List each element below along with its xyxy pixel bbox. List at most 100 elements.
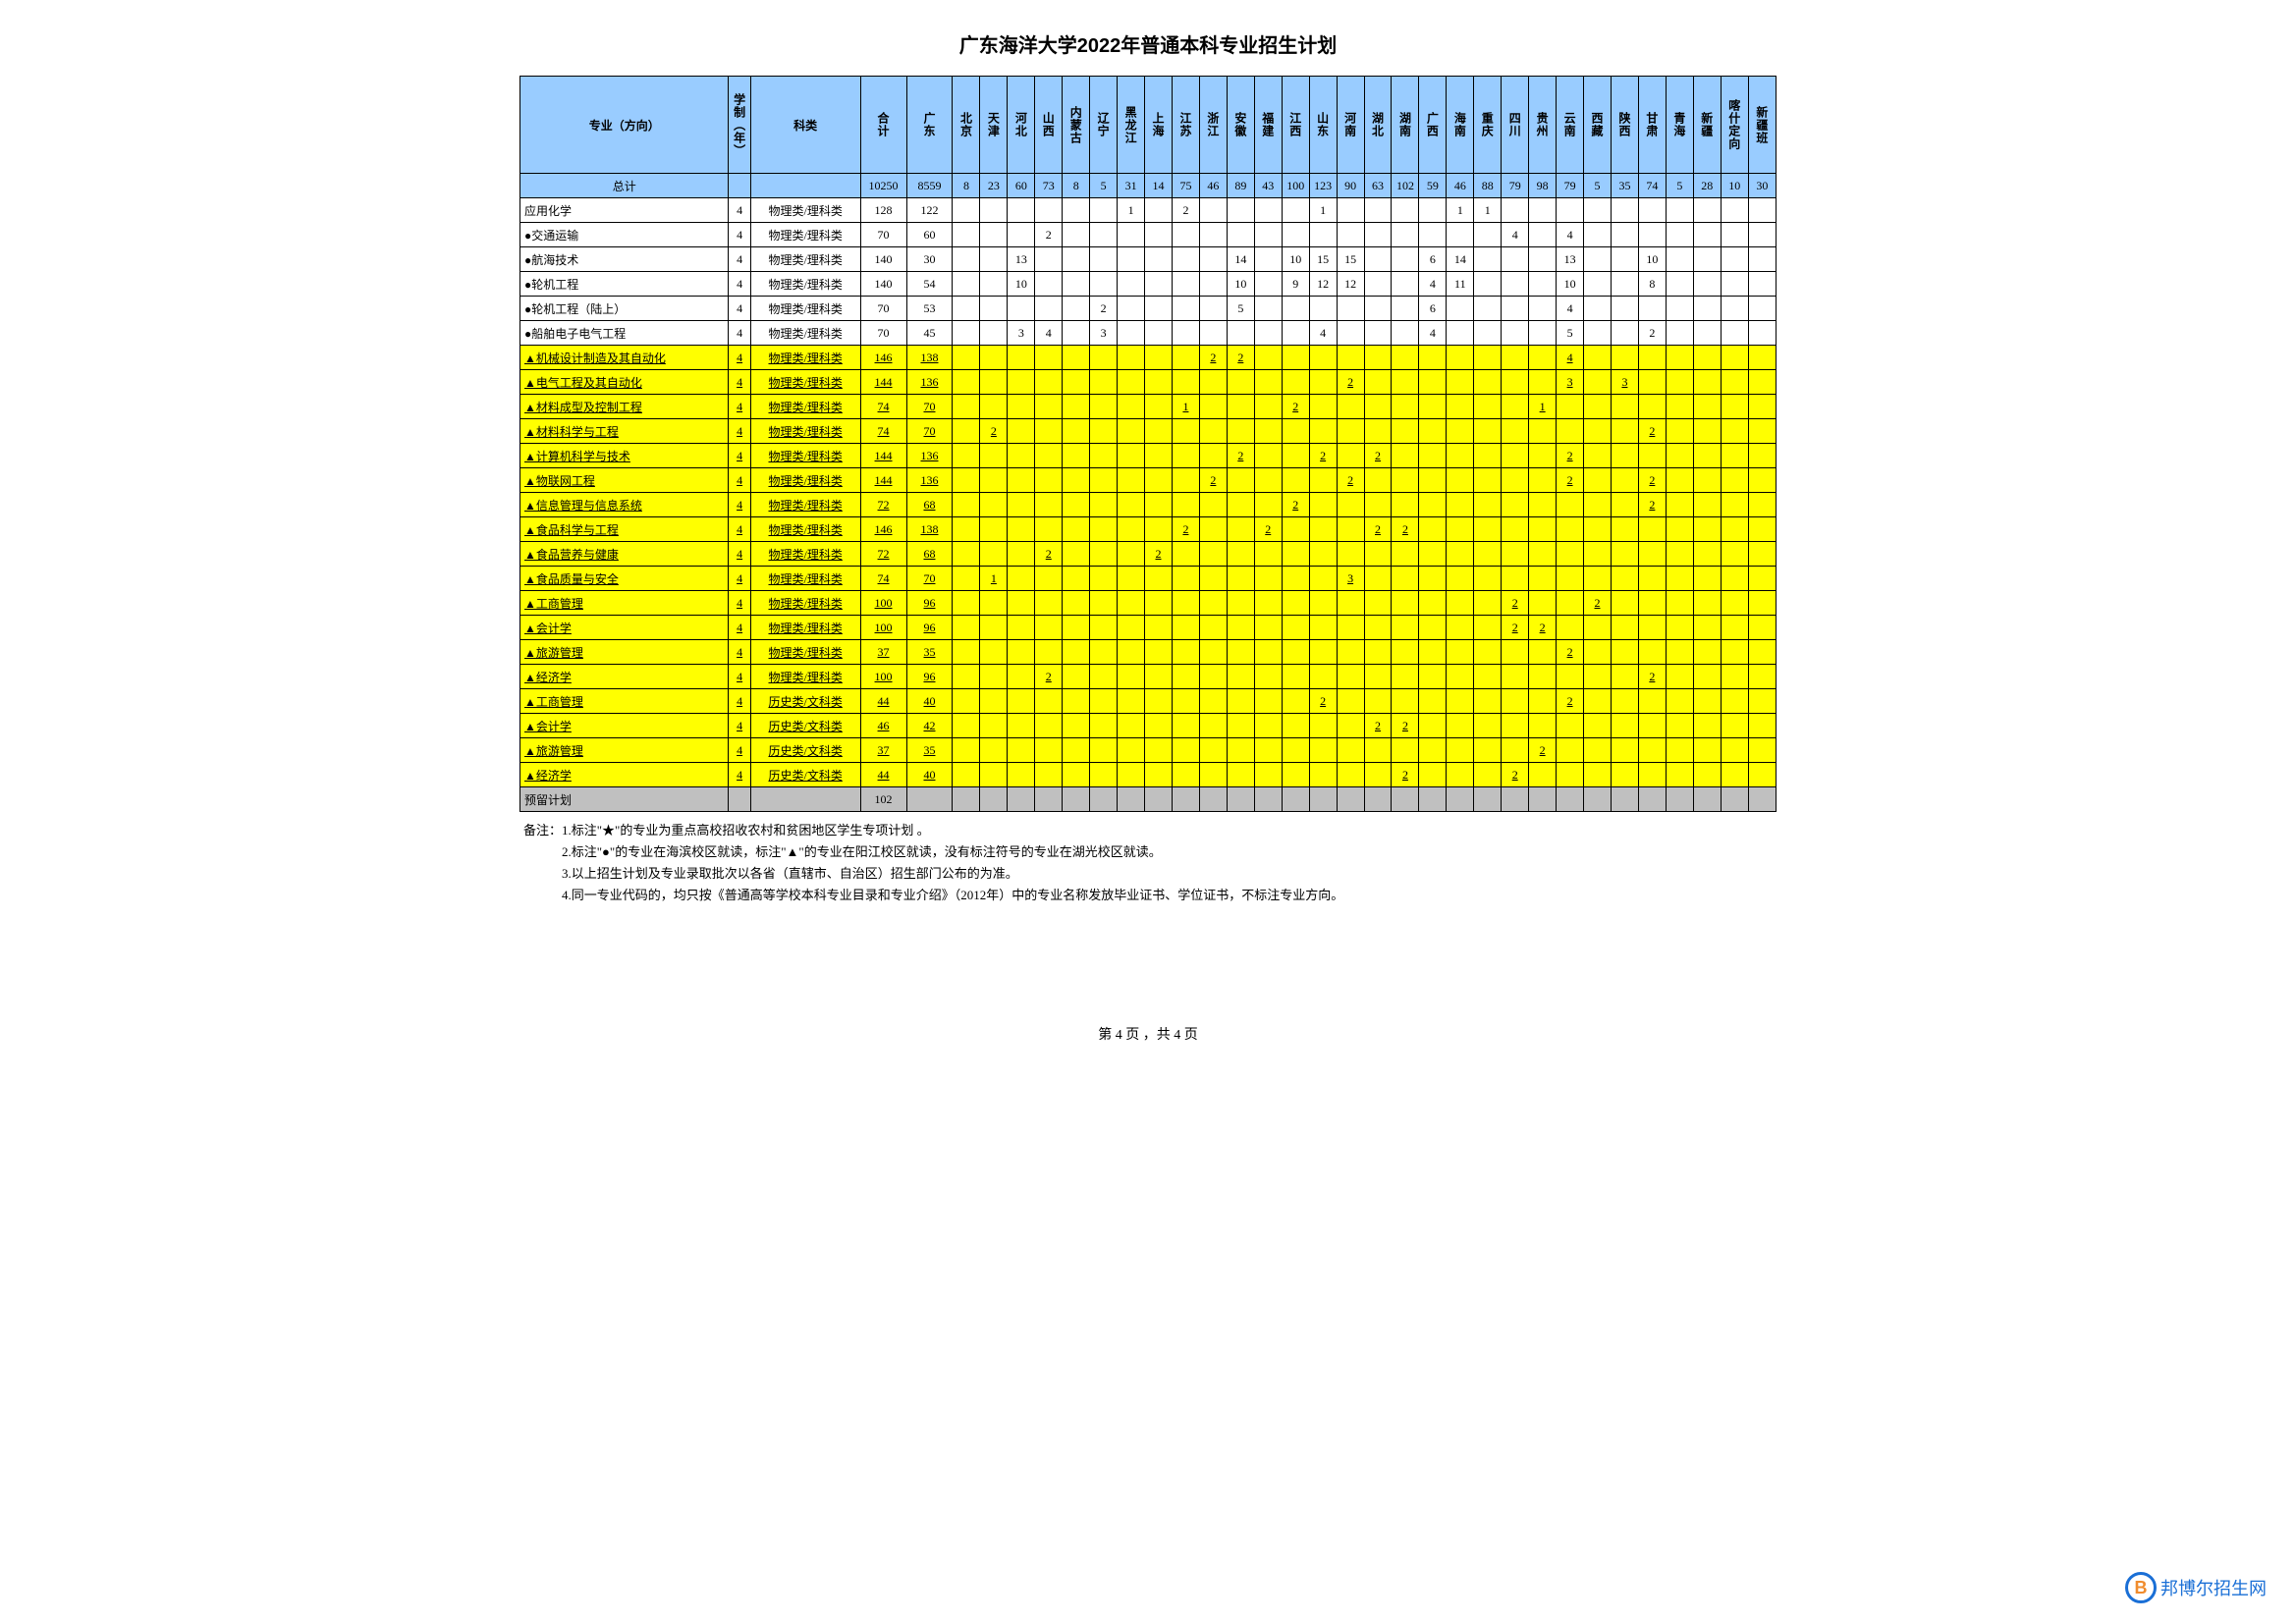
cell: 2 [1557,444,1584,468]
cell [1282,640,1309,665]
cell [953,198,980,223]
cell: 90 [1337,174,1364,198]
table-row: ▲电气工程及其自动化4物理类/理科类144136233 [520,370,1777,395]
cell: 物理类/理科类 [750,198,860,223]
cell [1447,738,1474,763]
cell: ▲材料科学与工程 [520,419,729,444]
cell [1474,567,1502,591]
cell: 4 [1557,297,1584,321]
cell: 60 [906,223,953,247]
cell [953,370,980,395]
cell: 68 [906,493,953,517]
cell [1172,567,1199,591]
table-row: ●轮机工程4物理类/理科类14054101091212411108 [520,272,1777,297]
cell [1337,419,1364,444]
cell: 物理类/理科类 [750,493,860,517]
cell: 2 [1364,517,1392,542]
cell [1172,419,1199,444]
cell [1502,787,1529,812]
cell [1309,223,1337,247]
cell: 44 [860,689,906,714]
cell [1447,714,1474,738]
cell [953,738,980,763]
cell [1309,714,1337,738]
cell [1447,223,1474,247]
cell: 4 [729,567,750,591]
cell: 15 [1337,247,1364,272]
cell [1419,689,1447,714]
cell [1254,419,1282,444]
cell [1145,297,1173,321]
cell [1199,665,1227,689]
cell [1392,567,1419,591]
cell [1254,444,1282,468]
cell: 物理类/理科类 [750,272,860,297]
cell [1118,542,1145,567]
cell: 102 [860,787,906,812]
cell [1035,395,1063,419]
col-prov: 湖南 [1392,77,1419,174]
cell: 6 [1419,297,1447,321]
col-prov: 广东 [906,77,953,174]
cell [980,395,1008,419]
cell [1063,493,1090,517]
cell [1090,665,1118,689]
table-row: ▲食品营养与健康4物理类/理科类726822 [520,542,1777,567]
cell [980,468,1008,493]
cell [1035,247,1063,272]
cell [1227,567,1254,591]
cell [1118,419,1145,444]
cell [1584,567,1612,591]
cell [1309,370,1337,395]
cell [1199,616,1227,640]
watermark: B 邦博尔招生网 [2125,1572,2267,1603]
col-prov: 上海 [1145,77,1173,174]
cell: 4 [1035,321,1063,346]
cell [1474,272,1502,297]
cell [1282,714,1309,738]
cell [1364,468,1392,493]
cell [1584,297,1612,321]
cell [1282,689,1309,714]
cell: 2 [1557,689,1584,714]
cell [1172,616,1199,640]
cell: 2 [1309,444,1337,468]
cell [1227,616,1254,640]
cell [1199,714,1227,738]
col-prov: 河南 [1337,77,1364,174]
cell [1447,444,1474,468]
cell [1721,542,1748,567]
cell [953,689,980,714]
cell [1008,542,1035,567]
cell [1584,493,1612,517]
cell [1584,616,1612,640]
cell [1118,247,1145,272]
cell [1611,297,1638,321]
cell [1008,444,1035,468]
cell [1611,542,1638,567]
table-row: 应用化学4物理类/理科类12812212111 [520,198,1777,223]
cell [1063,370,1090,395]
cell [1364,493,1392,517]
cell [1638,567,1666,591]
cell [1008,297,1035,321]
cell [953,640,980,665]
table-row: ▲计算机科学与技术4物理类/理科类1441362222 [520,444,1777,468]
cell: 75 [1172,174,1199,198]
cell [1199,247,1227,272]
cell: 物理类/理科类 [750,591,860,616]
cell: 4 [729,370,750,395]
cell: 72 [860,493,906,517]
cell [1364,297,1392,321]
cell [1666,468,1693,493]
cell [1337,297,1364,321]
cell: 102 [1392,174,1419,198]
cell: 74 [860,395,906,419]
cell: 98 [1529,174,1557,198]
cell: 2 [1309,689,1337,714]
cell [1529,198,1557,223]
cell: 2 [1529,738,1557,763]
cell [953,591,980,616]
cell [1337,787,1364,812]
cell [1721,223,1748,247]
